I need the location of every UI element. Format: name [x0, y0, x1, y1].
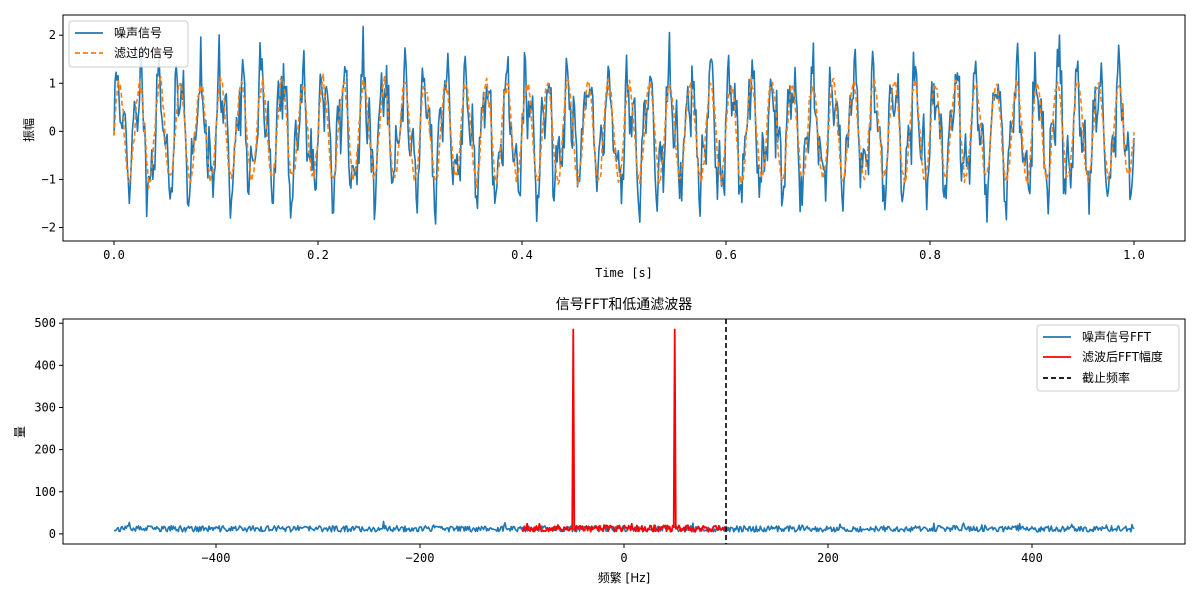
fft-plot-area: [113, 319, 1135, 544]
time-domain-plot-area: [113, 25, 1135, 225]
legend-label-noisy-signal: 噪声信号: [114, 26, 162, 40]
fft-x-tick-label: 0: [620, 551, 627, 565]
time-y-tick-label: 0: [49, 124, 56, 138]
filtered-signal-line: [113, 72, 1135, 189]
filtered-fft-line: [521, 328, 727, 533]
fft-y-tick-label: 0: [49, 527, 56, 541]
time-domain-chart: 0.0 0.2 0.4 0.6 0.8 1.0 −2 −1 0 1 2 Time [s] 振幅 噪…: [21, 14, 1186, 280]
legend-label-filtered-fft: 滤波后FFT幅度: [1082, 349, 1163, 364]
time-x-tick-label: 0.8: [919, 248, 941, 262]
fft-x-ticks: −400 −200 0 200 400: [202, 544, 1043, 565]
time-domain-y-ticks: −2 −1 0 1 2: [42, 28, 63, 235]
fft-legend: 噪声信号FFT 滤波后FFT幅度 截止频率: [1036, 324, 1180, 392]
time-y-tick-label: 2: [49, 28, 56, 42]
fft-y-tick-label: 100: [34, 485, 56, 499]
noisy-signal-line: [113, 25, 1135, 225]
fft-chart: 信号FFT和低通滤波器 −400 −200 0 200 400 0 100 200 300 40…: [13, 297, 1186, 585]
time-y-tick-label: −1: [42, 172, 56, 186]
fft-y-ticks: 0 100 200 300 400 500: [34, 316, 63, 541]
fft-x-tick-label: −400: [202, 551, 231, 565]
time-x-tick-label: 0.0: [103, 248, 125, 262]
legend-label-noisy-fft: 噪声信号FFT: [1082, 330, 1152, 344]
fft-y-axis-label: 量: [13, 426, 27, 438]
time-domain-x-ticks: 0.0 0.2 0.4 0.6 0.8 1.0: [103, 241, 1145, 262]
time-x-tick-label: 1.0: [1123, 248, 1145, 262]
fft-x-tick-label: 200: [817, 551, 839, 565]
time-domain-x-axis-label: Time [s]: [595, 266, 653, 280]
fft-y-tick-label: 500: [34, 316, 56, 330]
fft-chart-title: 信号FFT和低通滤波器: [556, 297, 692, 313]
time-y-tick-label: 1: [49, 76, 56, 90]
legend-label-filtered-signal: 滤过的信号: [114, 45, 174, 60]
time-y-tick-label: −2: [42, 221, 56, 235]
fft-x-tick-label: 400: [1021, 551, 1043, 565]
fft-axes-frame: [62, 318, 1186, 545]
fft-y-tick-label: 400: [34, 358, 56, 372]
legend-label-cutoff: 截止频率: [1082, 370, 1130, 385]
fft-x-axis-label: 频繁 [Hz]: [598, 570, 651, 585]
fft-legend-box: [1036, 324, 1180, 392]
fft-y-tick-label: 200: [34, 443, 56, 457]
time-x-tick-label: 0.6: [715, 248, 737, 262]
time-domain-axes-frame: [62, 14, 1186, 242]
fft-y-tick-label: 300: [34, 400, 56, 414]
time-domain-y-axis-label: 振幅: [21, 118, 36, 142]
fft-x-tick-label: −200: [406, 551, 435, 565]
time-domain-legend: 噪声信号 滤过的信号: [68, 20, 189, 68]
time-x-tick-label: 0.4: [511, 248, 533, 262]
time-x-tick-label: 0.2: [307, 248, 329, 262]
